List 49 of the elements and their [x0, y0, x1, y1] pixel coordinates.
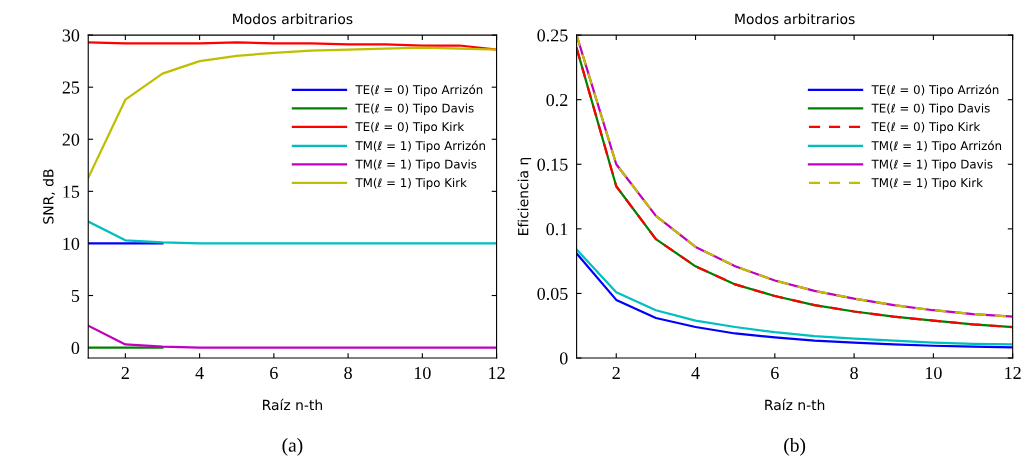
y-tick-label: 25	[62, 81, 80, 94]
y-tick-label: 0.05	[537, 287, 568, 300]
x-tick-label: 10	[925, 366, 942, 380]
x-tick-label: 12	[489, 366, 505, 379]
y-tick-label: 5	[71, 289, 80, 302]
legend-label: TM(ℓ = 1) Tipo Davis	[355, 159, 477, 171]
y-tick-label: 30	[62, 29, 80, 42]
x-tick-label: 10	[414, 366, 431, 380]
y-tick-label: 0	[71, 341, 80, 355]
x-tick-label: 2	[612, 366, 620, 379]
y-tick-label: 0.15	[537, 158, 568, 171]
y-axis-title: SNR, dB	[42, 169, 56, 224]
legend-label: TE(ℓ = 0) Tipo Kirk	[355, 121, 465, 134]
legend-label: TM(ℓ = 1) Tipo Kirk	[871, 177, 983, 190]
y-tick-label: 0.25	[537, 29, 568, 42]
y-tick-label: 0	[559, 352, 568, 365]
text: (b)	[784, 438, 806, 456]
x-tick-label: 4	[691, 367, 700, 379]
legend-label: TE(ℓ = 0) Tipo Arrizón	[871, 84, 999, 97]
y-tick-label: 20	[62, 133, 80, 146]
legend-label: TM(ℓ = 1) Tipo Kirk	[355, 177, 467, 190]
y-axis-title: Eficiencia η	[517, 157, 532, 235]
legend-label: TM(ℓ = 1) Tipo Arrizón	[871, 140, 1002, 153]
legend-label: TE(ℓ = 0) Tipo Davis	[355, 103, 474, 115]
legend-label: TE(ℓ = 0) Tipo Kirk	[871, 121, 981, 134]
line-series	[88, 46, 497, 179]
y-tick-label: 15	[63, 185, 80, 198]
x-tick-label: 2	[121, 366, 129, 379]
line-series	[88, 41, 497, 51]
legend-label: TE(ℓ = 0) Tipo Davis	[871, 103, 990, 115]
chart-title: Modos arbitrarios	[233, 13, 353, 25]
x-tick-label: 12	[1005, 366, 1021, 379]
x-tick-label: 8	[344, 366, 352, 380]
x-tick-label: 6	[270, 366, 278, 380]
x-tick-label: 6	[771, 366, 779, 380]
x-axis-title: Raíz n-th	[765, 398, 825, 411]
line-series	[88, 324, 497, 349]
text: (a)	[282, 438, 303, 456]
legend-label: TM(ℓ = 1) Tipo Davis	[871, 159, 993, 171]
x-tick-label: 4	[195, 367, 204, 379]
x-tick-label: 8	[850, 366, 858, 380]
y-tick-label: 0.1	[546, 223, 568, 236]
legend-label: TM(ℓ = 1) Tipo Arrizón	[355, 140, 485, 153]
chart-title: Modos arbitrarios	[735, 13, 855, 25]
legend-label: TE(ℓ = 0) Tipo Arrizón	[355, 84, 483, 97]
line-series	[88, 220, 497, 245]
y-tick-label: 10	[63, 237, 80, 250]
y-tick-label: 0.2	[546, 93, 568, 107]
x-axis-title: Raíz n-th	[263, 398, 322, 411]
